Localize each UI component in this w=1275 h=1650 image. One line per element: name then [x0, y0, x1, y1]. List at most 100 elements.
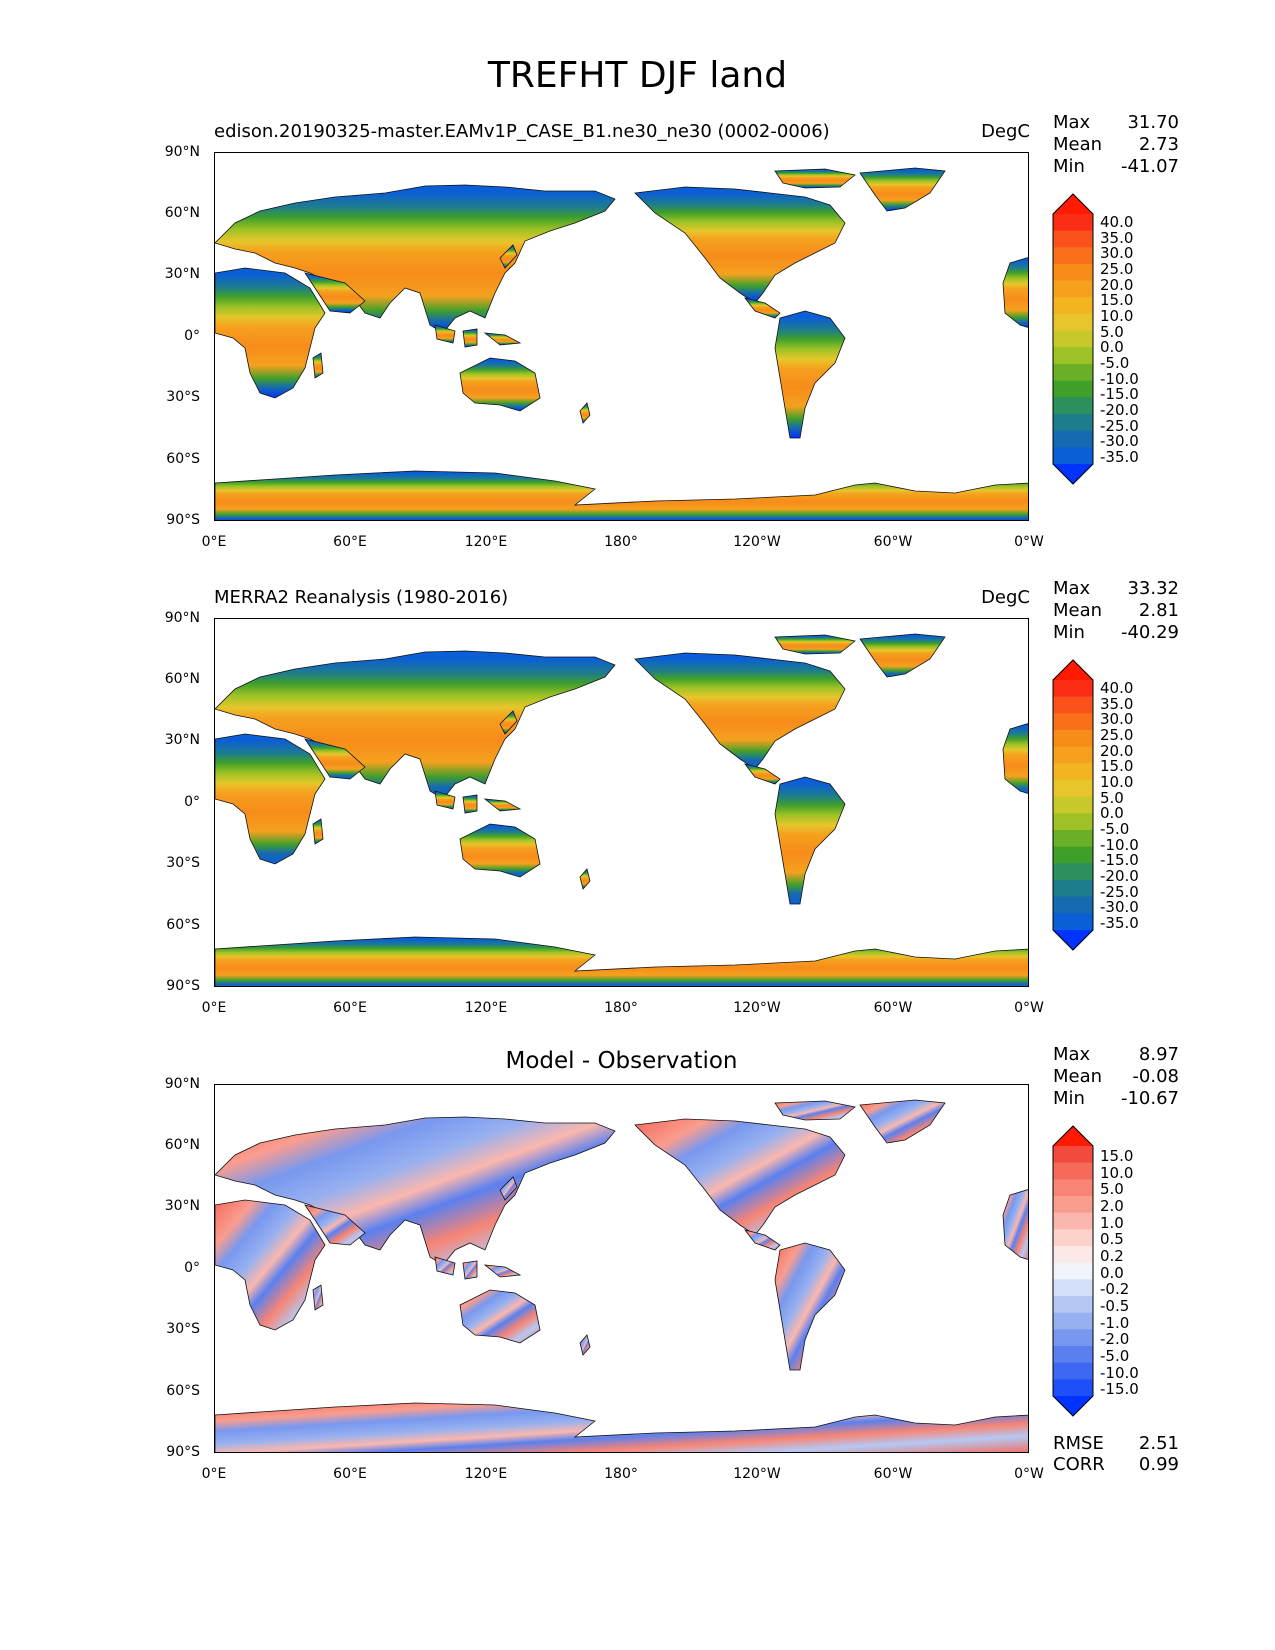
- colorbar-label: -10.0: [1100, 1364, 1139, 1382]
- lat-tick: 90°S: [166, 512, 200, 528]
- colorbar-label: -15.0: [1100, 385, 1139, 403]
- colorbar-bin: [1053, 763, 1093, 781]
- colorbar-bin: [1053, 230, 1093, 248]
- colorbar-extend-max: [1053, 194, 1093, 214]
- colorbar-bin: [1053, 1246, 1093, 1264]
- temperature-map: [214, 152, 1029, 521]
- colorbar-label: 30.0: [1100, 710, 1134, 728]
- colorbar-label: 15.0: [1100, 291, 1134, 309]
- colorbar-label: 40.0: [1100, 213, 1134, 231]
- stat-min: Min -40.29: [1053, 622, 1179, 643]
- colorbar-extend-max: [1053, 1126, 1093, 1146]
- lon-tick: 0°E: [201, 1000, 227, 1016]
- colorbar-label: -5.0: [1100, 354, 1130, 372]
- colorbar-bin: [1053, 713, 1093, 731]
- colorbar-label: -15.0: [1100, 1380, 1139, 1398]
- figure-title: TREFHT DJF land: [487, 55, 788, 96]
- colorbar-bin: [1053, 1179, 1093, 1197]
- colorbar-label: -10.0: [1100, 370, 1139, 388]
- lat-tick: 90°N: [164, 144, 200, 160]
- lat-tick: 30°S: [166, 1321, 200, 1337]
- colorbar-bin: [1053, 347, 1093, 365]
- lat-tick: 30°S: [166, 389, 200, 405]
- lat-tick: 60°N: [164, 205, 200, 221]
- colorbar-label: -20.0: [1100, 401, 1139, 419]
- colorbar-label: 35.0: [1100, 229, 1134, 247]
- panel-observation: MERRA2 Reanalysis (1980-2016) DegC Max 33…: [0, 578, 1275, 1054]
- colorbar-label: 20.0: [1100, 276, 1134, 294]
- lon-tick: 0°W: [1014, 1466, 1044, 1482]
- lon-tick: 60°W: [873, 1466, 913, 1482]
- colorbar-label: -25.0: [1100, 883, 1139, 901]
- colorbar-bin: [1053, 314, 1093, 332]
- lat-tick: 90°N: [164, 610, 200, 626]
- lon-tick: 60°W: [873, 1000, 913, 1016]
- stat-min: Min -41.07: [1053, 156, 1179, 177]
- colorbar-bin: [1053, 880, 1093, 898]
- colorbar-bin: [1053, 863, 1093, 881]
- lon-tick: 180°: [604, 534, 638, 550]
- colorbar-label: -5.0: [1100, 1347, 1130, 1365]
- colorbar-bin: [1053, 330, 1093, 348]
- colorbar-label: -1.0: [1100, 1314, 1130, 1332]
- lat-tick: 60°S: [166, 451, 200, 467]
- colorbar-label: -0.2: [1100, 1280, 1130, 1298]
- lon-tick: 120°E: [464, 534, 508, 550]
- colorbar-bin: [1053, 380, 1093, 398]
- lon-tick: 0°W: [1014, 534, 1044, 550]
- lat-tick: 60°S: [166, 917, 200, 933]
- colorbar-bin: [1053, 780, 1093, 798]
- colorbar-label: 15.0: [1100, 757, 1134, 775]
- colorbar-bin: [1053, 696, 1093, 714]
- colorbar-bin: [1053, 1346, 1093, 1364]
- colorbar-label: 15.0: [1100, 1147, 1134, 1165]
- colorbar-label: 0.2: [1100, 1247, 1124, 1265]
- colorbar-bin: [1053, 730, 1093, 748]
- difference-map: [214, 1084, 1029, 1453]
- lat-tick: 30°N: [164, 1198, 200, 1214]
- colorbar-outline: [1052, 659, 1094, 951]
- colorbar-label: 0.5: [1100, 1230, 1124, 1248]
- colorbar-bin: [1053, 680, 1093, 698]
- lat-tick: 60°N: [164, 1137, 200, 1153]
- panel-difference: Model - Observation Max 8.97 Mean -0.08 Mi…: [0, 1044, 1275, 1520]
- panel-title: Model - Observation: [505, 1048, 738, 1074]
- stat-max: Max 8.97: [1053, 1044, 1179, 1065]
- lon-tick: 0°E: [201, 1466, 227, 1482]
- colorbar-label: -2.0: [1100, 1330, 1130, 1348]
- colorbar-label: 20.0: [1100, 742, 1134, 760]
- lon-tick: 60°W: [873, 534, 913, 550]
- colorbar-label: 10.0: [1100, 307, 1134, 325]
- stat-max: Max 33.32: [1053, 578, 1179, 599]
- colorbar-label: 5.0: [1100, 323, 1124, 341]
- colorbar-label: 1.0: [1100, 1214, 1124, 1232]
- lon-tick: 120°W: [733, 1466, 781, 1482]
- colorbar-label: 25.0: [1100, 726, 1134, 744]
- lon-tick: 120°E: [464, 1466, 508, 1482]
- colorbar-outline: [1052, 193, 1094, 485]
- colorbar: [1052, 1125, 1094, 1417]
- colorbar-extend-max: [1053, 660, 1093, 680]
- lat-tick: 90°N: [164, 1076, 200, 1092]
- colorbar-extend-min: [1053, 1396, 1093, 1416]
- lon-tick: 120°W: [733, 534, 781, 550]
- temperature-map: [214, 618, 1029, 987]
- lat-tick: 0°: [184, 794, 200, 810]
- stat-max: Max 31.70: [1053, 112, 1179, 133]
- colorbar-bin: [1053, 1262, 1093, 1280]
- lon-tick: 60°E: [333, 534, 367, 550]
- colorbar-bin: [1053, 813, 1093, 831]
- lon-tick: 0°E: [201, 534, 227, 550]
- panel-title: MERRA2 Reanalysis (1980-2016): [214, 587, 509, 608]
- colorbar-label: -35.0: [1100, 914, 1139, 932]
- colorbar-bin: [1053, 1312, 1093, 1330]
- colorbar-label: 10.0: [1100, 1164, 1134, 1182]
- colorbar-label: -30.0: [1100, 432, 1139, 450]
- colorbar-bin: [1053, 1229, 1093, 1247]
- colorbar-extend-min: [1053, 930, 1093, 950]
- colorbar-label: 0.0: [1100, 1264, 1124, 1282]
- colorbar-label: 0.0: [1100, 804, 1124, 822]
- lon-tick: 120°E: [464, 1000, 508, 1016]
- lat-tick: 30°S: [166, 855, 200, 871]
- colorbar-bin: [1053, 1362, 1093, 1380]
